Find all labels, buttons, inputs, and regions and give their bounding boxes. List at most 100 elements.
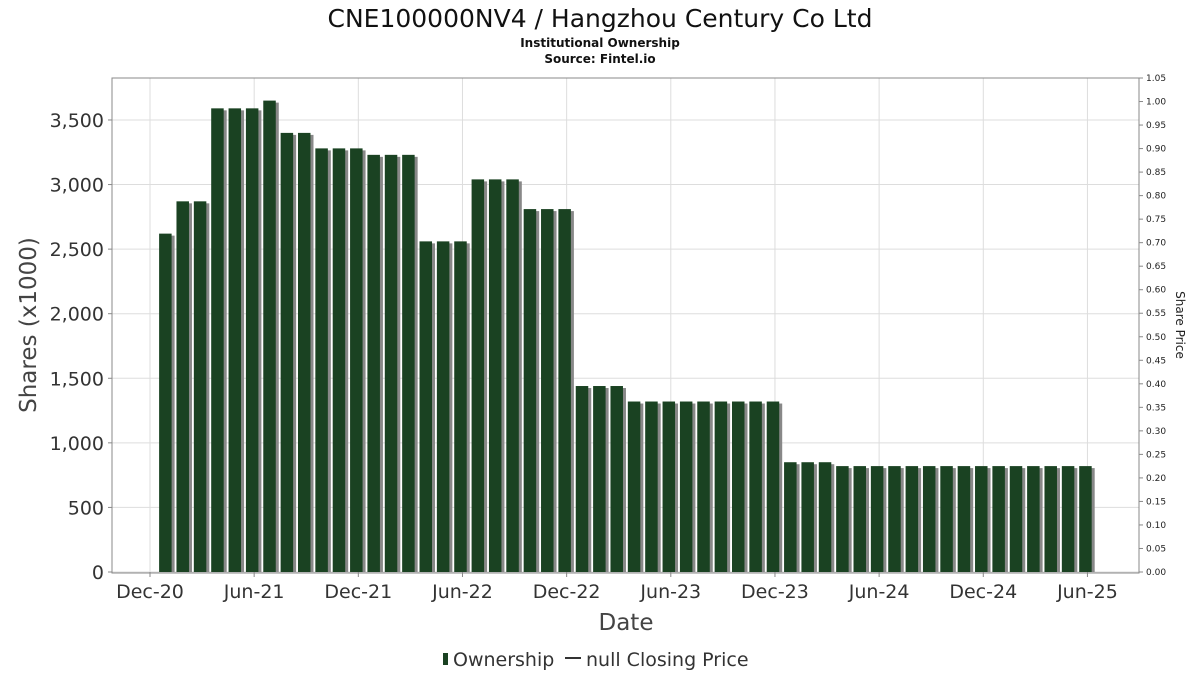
bar-Jul-23 bbox=[679, 401, 693, 572]
y2-tick-label: 0.15 bbox=[1146, 497, 1166, 507]
bar-Dec-22 bbox=[558, 209, 571, 572]
bar-Jul-22 bbox=[471, 179, 485, 573]
y2-tick-label: 0.50 bbox=[1146, 333, 1166, 343]
bar-Jan-23 bbox=[575, 386, 589, 572]
bar-Jun-25 bbox=[1079, 466, 1092, 572]
y2-tick-label: 1.00 bbox=[1146, 98, 1166, 108]
bar-Aug-24 bbox=[905, 466, 919, 572]
legend: Ownership null Closing Price bbox=[443, 649, 749, 671]
y2-tick-label: 0.40 bbox=[1146, 380, 1166, 390]
y2-tick-label: 1.05 bbox=[1146, 74, 1166, 84]
y2-tick-label: 0.80 bbox=[1146, 192, 1166, 202]
bar-Oct-21 bbox=[315, 148, 328, 572]
bar-Sep-23 bbox=[714, 401, 728, 572]
bar-Nov-24 bbox=[957, 466, 971, 572]
bar-Apr-25 bbox=[1044, 466, 1057, 572]
bar-Jun-22 bbox=[454, 241, 467, 572]
y-tick-label: 1,000 bbox=[50, 433, 104, 455]
y-tick-label: 2,000 bbox=[50, 304, 104, 326]
bar-Sep-21 bbox=[297, 132, 311, 572]
y2-tick-label: 0.75 bbox=[1146, 215, 1166, 225]
bar-Mar-23 bbox=[610, 386, 623, 572]
bar-Jun-24 bbox=[870, 466, 884, 572]
y-tick-label: 3,000 bbox=[50, 175, 104, 197]
legend-price-label[interactable]: null Closing Price bbox=[586, 649, 749, 671]
x-tick-label: Jun-23 bbox=[639, 581, 701, 603]
bar-Dec-21 bbox=[350, 148, 363, 572]
x-tick-label: Dec-22 bbox=[533, 581, 601, 603]
y2-tick-label: 0.70 bbox=[1146, 239, 1166, 249]
y2-tick-label: 0.30 bbox=[1146, 427, 1166, 437]
bar-Jan-22 bbox=[367, 154, 380, 572]
bar-Dec-24 bbox=[975, 466, 988, 572]
y2-tick-label: 0.65 bbox=[1146, 262, 1166, 272]
y2-tick-label: 0.95 bbox=[1146, 121, 1166, 131]
bar-Sep-24 bbox=[922, 466, 936, 572]
bar-Jun-21 bbox=[245, 108, 259, 572]
x-tick-label: Jun-24 bbox=[848, 581, 910, 603]
bar-Aug-21 bbox=[280, 132, 294, 572]
bar-Jan-24 bbox=[784, 462, 797, 572]
y2-tick-label: 0.05 bbox=[1146, 544, 1166, 554]
y-tick-label: 0 bbox=[92, 562, 104, 584]
legend-ownership-swatch bbox=[443, 653, 448, 665]
y2-tick-label: 0.60 bbox=[1146, 286, 1166, 296]
bar-Jul-24 bbox=[888, 466, 901, 572]
x-tick-label: Jun-25 bbox=[1056, 581, 1118, 603]
y-tick-label: 3,500 bbox=[50, 110, 104, 132]
bar-Sep-22 bbox=[506, 179, 519, 573]
bar-Apr-24 bbox=[836, 466, 849, 572]
bar-May-22 bbox=[436, 241, 450, 572]
x-tick-label: Jun-21 bbox=[223, 581, 285, 603]
bar-May-25 bbox=[1061, 466, 1075, 572]
bar-Aug-23 bbox=[697, 401, 710, 572]
y-tick-label: 1,500 bbox=[50, 368, 104, 390]
y2-tick-label: 0.90 bbox=[1146, 145, 1166, 155]
bar-Nov-23 bbox=[749, 401, 762, 572]
x-tick-label: Dec-20 bbox=[116, 581, 184, 603]
bar-Jun-23 bbox=[662, 401, 676, 572]
y2-tick-label: 0.10 bbox=[1146, 521, 1166, 531]
bar-Mar-24 bbox=[818, 462, 832, 572]
bar-May-24 bbox=[853, 466, 867, 572]
bar-Mar-22 bbox=[402, 154, 415, 572]
bar-Jan-25 bbox=[992, 466, 1005, 572]
bar-Nov-21 bbox=[332, 148, 346, 572]
bar-Aug-22 bbox=[488, 179, 502, 573]
bar-Nov-22 bbox=[541, 209, 554, 572]
x-tick-label: Dec-24 bbox=[949, 581, 1017, 603]
bar-Feb-24 bbox=[801, 462, 814, 572]
y2-tick-label: 0.45 bbox=[1146, 356, 1166, 366]
plot-area bbox=[111, 77, 1140, 574]
y-tick-label: 500 bbox=[68, 497, 104, 519]
bar-May-23 bbox=[645, 401, 658, 572]
bar-Jul-21 bbox=[263, 100, 276, 572]
chart-title: CNE100000NV4 / Hangzhou Century Co Ltd bbox=[328, 4, 873, 33]
bar-Jan-21 bbox=[159, 233, 172, 572]
bar-Oct-22 bbox=[523, 209, 537, 572]
y-axis-label: Shares (x1000) bbox=[16, 237, 42, 413]
y2-tick-label: 0.25 bbox=[1146, 450, 1166, 460]
bar-Dec-23 bbox=[766, 401, 780, 572]
bar-Mar-21 bbox=[193, 201, 207, 572]
x-tick-label: Dec-23 bbox=[741, 581, 809, 603]
x-axis-label: Date bbox=[599, 610, 654, 636]
bar-Apr-22 bbox=[419, 241, 433, 572]
bar-May-21 bbox=[228, 108, 242, 572]
bar-Mar-25 bbox=[1027, 466, 1040, 572]
x-tick-label: Jun-22 bbox=[431, 581, 493, 603]
y2-tick-label: 0.20 bbox=[1146, 474, 1166, 484]
legend-ownership-label[interactable]: Ownership bbox=[453, 649, 554, 671]
bar-Oct-23 bbox=[731, 401, 745, 572]
chart-subtitle: Institutional Ownership bbox=[520, 36, 680, 50]
chart-source: Source: Fintel.io bbox=[544, 52, 655, 66]
y2-tick-label: 0.35 bbox=[1146, 403, 1166, 413]
bar-Oct-24 bbox=[940, 466, 953, 572]
y2-tick-label: 0.85 bbox=[1146, 168, 1166, 178]
bar-Apr-21 bbox=[211, 108, 224, 572]
y2-tick-label: 0.55 bbox=[1146, 309, 1166, 319]
bar-Feb-23 bbox=[593, 386, 606, 572]
y2-axis-label: Share Price bbox=[1173, 291, 1187, 359]
bar-Feb-21 bbox=[176, 201, 189, 572]
bar-Feb-25 bbox=[1009, 466, 1023, 572]
